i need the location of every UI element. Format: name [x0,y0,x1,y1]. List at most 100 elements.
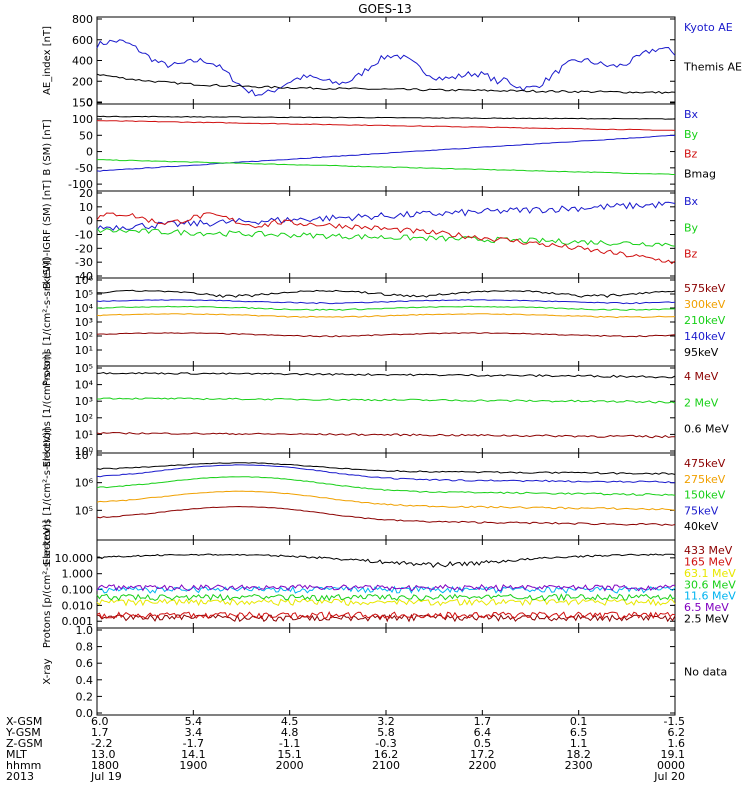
x-row-value: 1.7 [474,715,492,728]
y-tick-label: 10³ [75,316,93,329]
x-row-value: 4.5 [281,715,299,728]
y-axis-label: AE_index [nT] [42,26,53,95]
y-tick-label: -10 [75,229,93,242]
y-tick-label: 10⁴ [75,379,94,392]
series-line [96,227,676,247]
series-line [96,610,676,620]
x-row-value: 6.0 [91,715,109,728]
x-row-value: 4.8 [281,726,299,739]
series-line [96,305,675,311]
series-line [96,332,676,338]
y-tick-label: 10.000 [55,552,94,565]
y-tick-label: 10¹ [75,428,93,441]
x-row-value: 6.4 [474,726,492,739]
no-data-note: No data [684,666,727,679]
series-line [96,73,676,94]
legend-entry: 575keV [684,282,726,295]
legend-entry: 0.6 MeV [684,423,729,436]
y-tick-label: 0.4 [76,674,94,687]
series-line [96,462,676,475]
legend-entry: 150keV [684,489,726,502]
y-tick-label: 10⁵ [75,362,93,375]
legend-entry: 11.6 MeV [684,590,736,603]
x-row-label: Y-GSM [5,726,41,739]
x-row-value: 5.4 [185,715,203,728]
panel-7: 10.000 1.000 0.100 0.010 0.001 Protons [p/(cm… [42,520,736,648]
legend-entry: Bmag [684,167,716,180]
legend-entry: 30.6 MeV [684,578,736,591]
panel-5: 10⁵ 10⁴ 10³ 10² 10¹ 10⁰ Electrons [1/(cm²-s-sr… [42,352,729,468]
x-row-label: 2013 [6,770,34,783]
y-tick-label: 150 [72,97,93,110]
y-tick-label: 10³ [75,395,93,408]
x-row-value: -1.5 [664,715,685,728]
x-row-value: 2200 [468,759,496,772]
x-row-value: 2300 [565,759,593,772]
panel-frame [96,365,676,454]
y-tick-label: 0 [86,96,93,109]
y-axis-label: X-ray [42,658,53,684]
legend-entry: Bz [684,248,698,261]
y-tick-label: 100 [72,113,93,126]
legend-entry: 140keV [684,330,726,343]
legend-entry: 300keV [684,298,726,311]
series-line [96,464,676,484]
y-tick-label: 0 [86,215,93,228]
x-row-value: 1900 [179,759,207,772]
x-row-value: 14.1 [181,748,206,761]
x-row-value: 6.2 [668,726,686,739]
y-tick-label: -30 [75,256,93,269]
legend-entry: 40keV [684,520,719,533]
series-line [96,583,676,592]
series-line [96,201,676,231]
y-tick-label: -40 [75,270,93,283]
legend-entry: By [684,128,699,141]
y-tick-label: 0.100 [62,584,94,597]
x-row-value: 1800 [91,759,119,772]
legend-entry: 6.5 MeV [684,601,729,614]
y-tick-label: -50 [75,162,93,175]
x-row-value: -2.2 [91,737,112,750]
y-axis-label: Electrons [1/(cm²-s-sr)] [42,352,53,468]
y-tick-label: 1.000 [62,568,94,581]
series-line [96,212,676,265]
y-tick-label: 800 [72,13,93,26]
series-line [97,289,676,298]
y-axis-label: B (SM) [nT] [42,119,53,175]
series-line [97,159,675,175]
x-row-value: 15.1 [277,748,302,761]
legend-entry: Kyoto AE [684,21,733,34]
legend-entry: 2 MeV [684,396,719,409]
x-row-value: 2100 [372,759,400,772]
y-tick-label: 10⁵ [75,288,93,301]
series-line [96,505,676,526]
panel-frame [96,190,676,279]
x-row-label: hhmm [6,759,41,772]
x-row-value: 0.1 [570,715,588,728]
y-tick-label: 10⁶ [75,274,94,287]
y-tick-label: 10⁵ [75,504,93,517]
series-line [96,134,676,172]
y-tick-label: 10⁷ [75,449,93,462]
y-tick-label: -100 [68,178,93,191]
series-line [96,553,676,569]
x-row-value: 19.1 [661,748,686,761]
y-tick-label: 0.6 [76,657,94,670]
y-tick-label: 50 [79,129,93,142]
series-line [96,371,676,379]
series-line [96,313,676,319]
plot-title: GOES-13 [358,2,412,16]
x-row-value: 6.5 [570,726,588,739]
legend-entry: 75keV [684,504,719,517]
y-tick-label: 0.8 [76,641,94,654]
y-tick-label: 600 [72,34,93,47]
y-tick-label: 200 [72,75,93,88]
series-line [96,431,676,439]
x-row-value: 3.2 [377,715,395,728]
x-row-label: Z-GSM [6,737,43,750]
panel-frame [96,277,676,367]
series-line [96,120,676,131]
